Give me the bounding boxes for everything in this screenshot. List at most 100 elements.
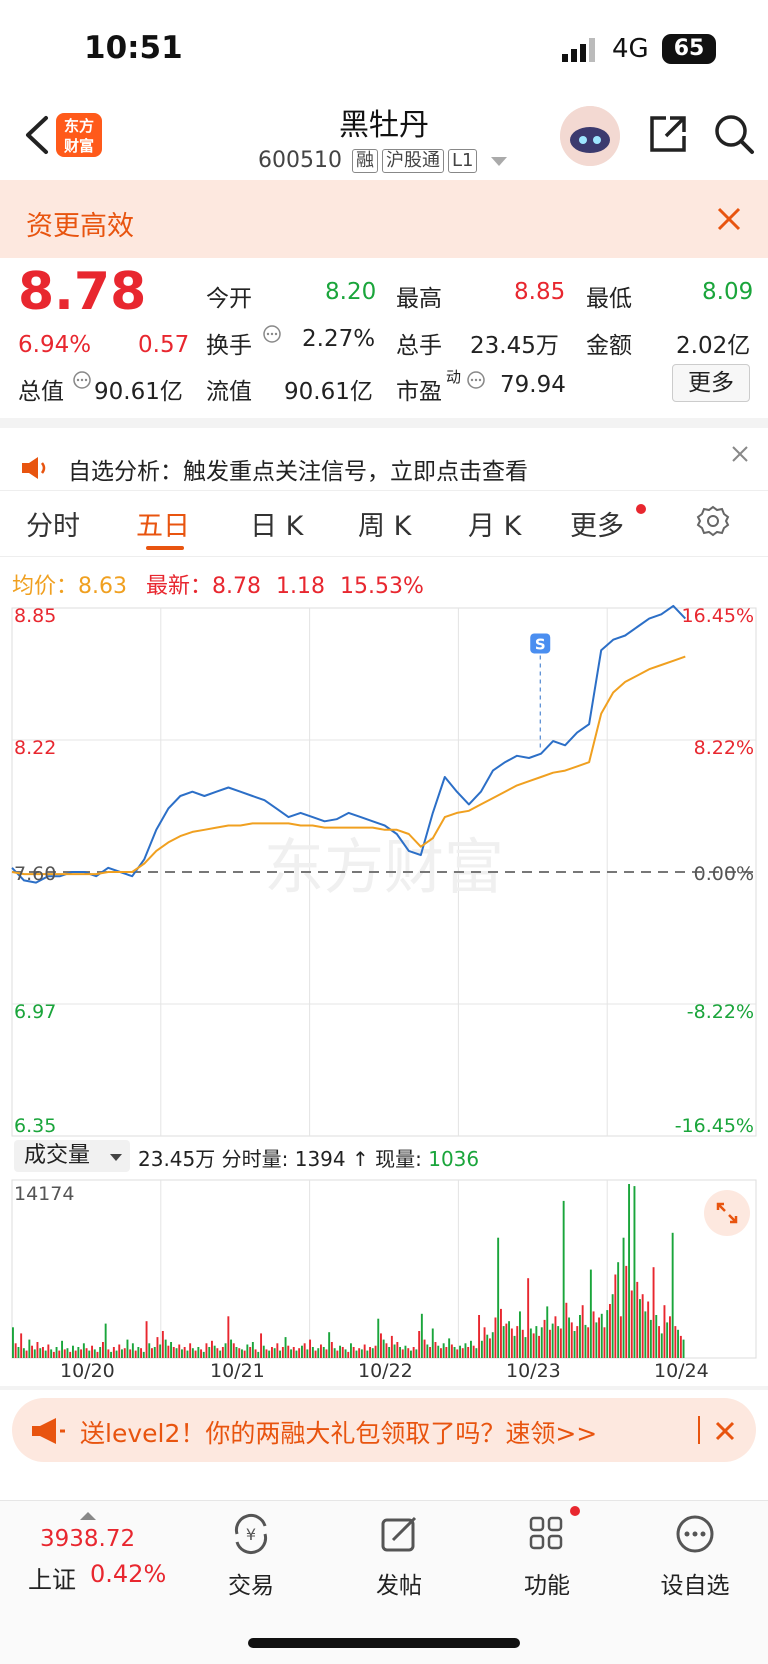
volume-bar (497, 1237, 500, 1358)
share-icon[interactable] (646, 112, 690, 156)
index-value[interactable]: 3938.72 (40, 1526, 136, 1552)
promo-bar[interactable] (12, 1398, 756, 1462)
volume-bar (554, 1316, 557, 1358)
assistant-avatar[interactable] (560, 106, 620, 166)
search-icon[interactable] (712, 112, 756, 156)
volume-bar (118, 1344, 121, 1358)
chart-summary: 均价：8.63 最新：8.78 1.18 15.53% (12, 568, 424, 600)
index-name: 上证 (28, 1566, 76, 1594)
volume-bar (442, 1343, 445, 1358)
y-axis-label-pct: 8.22% (694, 737, 754, 759)
app-logo[interactable]: 东方 财富 (56, 113, 102, 157)
volume-bar (418, 1331, 421, 1358)
chevron-up-icon[interactable] (80, 1506, 96, 1525)
volume-bar (265, 1349, 268, 1358)
volume-bar (658, 1326, 661, 1358)
back-icon[interactable] (18, 110, 58, 160)
close-icon[interactable] (714, 1420, 736, 1442)
tab-weekly-k[interactable]: 周 K (358, 511, 412, 542)
close-icon[interactable] (730, 444, 750, 464)
current-volume-label: 现量: (375, 1147, 422, 1171)
volume-bar (131, 1343, 134, 1358)
y-axis-label: 7.60 (14, 863, 56, 885)
volume-bar (472, 1345, 475, 1358)
volume-bar (243, 1350, 246, 1358)
more-dots-icon[interactable] (640, 1512, 750, 1560)
y-axis-label-pct: 0.00% (694, 863, 754, 885)
volume-bar (91, 1345, 94, 1358)
volume-bar (682, 1339, 685, 1358)
volume-bar (82, 1343, 85, 1358)
volume-bar (140, 1348, 143, 1358)
apps-icon[interactable] (492, 1512, 602, 1560)
promo-banner[interactable] (0, 180, 768, 258)
tab-monthly-k[interactable]: 月 K (468, 511, 522, 542)
volume-bar (224, 1343, 227, 1358)
volume-bar (328, 1332, 331, 1358)
nav-functions[interactable]: 功能 (524, 1573, 570, 1599)
notice-text[interactable]: 自选分析：触发重点关注信号，立即点击查看 (68, 459, 528, 485)
nav-post[interactable]: 发帖 (376, 1573, 422, 1599)
index-pct: 0.42% (90, 1560, 167, 1588)
tab-intraday[interactable]: 分时 (26, 511, 80, 542)
volume-bar (159, 1344, 162, 1358)
info-icon[interactable] (466, 370, 486, 394)
svg-text:¥: ¥ (246, 1525, 256, 1544)
volume-bar (227, 1316, 230, 1358)
volume-bar (628, 1184, 631, 1358)
volume-bar (401, 1349, 404, 1358)
stock-code-row[interactable]: 600510 融 沪股通 L1 (258, 148, 508, 173)
tab-more[interactable]: 更多 (570, 511, 624, 542)
volume-bar (412, 1347, 415, 1358)
volume-bar (478, 1315, 481, 1358)
volume-bar (123, 1348, 126, 1358)
info-icon[interactable] (262, 324, 282, 348)
low-label: 最低 (586, 286, 632, 312)
settings-icon[interactable] (696, 504, 730, 538)
tab-daily-k[interactable]: 日 K (250, 511, 304, 542)
notification-dot (636, 504, 646, 514)
x-label: 10/22 (358, 1360, 413, 1382)
volume-bar (183, 1347, 186, 1358)
tab-five-day[interactable]: 五日 (136, 511, 190, 542)
post-icon[interactable] (344, 1512, 454, 1560)
megaphone-icon (30, 1416, 66, 1446)
dropdown-icon[interactable] (491, 148, 508, 173)
close-icon[interactable] (716, 206, 742, 232)
volume-bar (529, 1328, 532, 1358)
indicator-selector[interactable]: 成交量 (14, 1140, 130, 1172)
volume-bar (644, 1311, 647, 1358)
info-icon[interactable] (72, 370, 92, 394)
divider (0, 490, 768, 491)
volume-bar (254, 1349, 257, 1358)
volume-bar (510, 1328, 513, 1358)
volume-bar (93, 1349, 96, 1358)
banner-text: 资更高效 (26, 211, 134, 242)
volume-bar (61, 1340, 64, 1358)
volume-bar (47, 1344, 50, 1358)
volume-bar (257, 1351, 260, 1358)
volume-chart[interactable]: 14174 (0, 1176, 768, 1360)
volume-bar (579, 1315, 581, 1358)
mktcap-label: 总值 (18, 379, 64, 405)
expand-icon[interactable] (704, 1190, 750, 1236)
volume-bar (450, 1344, 453, 1358)
volume-bar (584, 1324, 587, 1358)
more-button[interactable]: 更多 (672, 364, 750, 402)
volume-bar (592, 1311, 595, 1358)
price-chart[interactable]: 东方财富 S 8.85 8.22 7.60 6.97 6.35 16.45% 8.22% 0.00… (0, 600, 768, 1140)
volume-bar (502, 1326, 505, 1358)
volume-bar (587, 1327, 590, 1358)
promo-text: 送level2！你的两融大礼包领取了吗？速领>> (80, 1419, 598, 1448)
y-axis-label-pct: -16.45% (675, 1115, 754, 1137)
nav-trade[interactable]: 交易 (228, 1573, 274, 1599)
nav-add-watchlist[interactable]: 设自选 (660, 1573, 730, 1599)
volume-bar (33, 1349, 36, 1358)
volume-bar (611, 1294, 614, 1358)
x-label: 10/23 (506, 1360, 561, 1382)
volume-bar (516, 1326, 519, 1358)
volume-bar (96, 1351, 99, 1358)
trade-icon[interactable]: ¥ (196, 1512, 306, 1560)
volume-bar (320, 1344, 322, 1358)
volume-bar (55, 1347, 58, 1358)
